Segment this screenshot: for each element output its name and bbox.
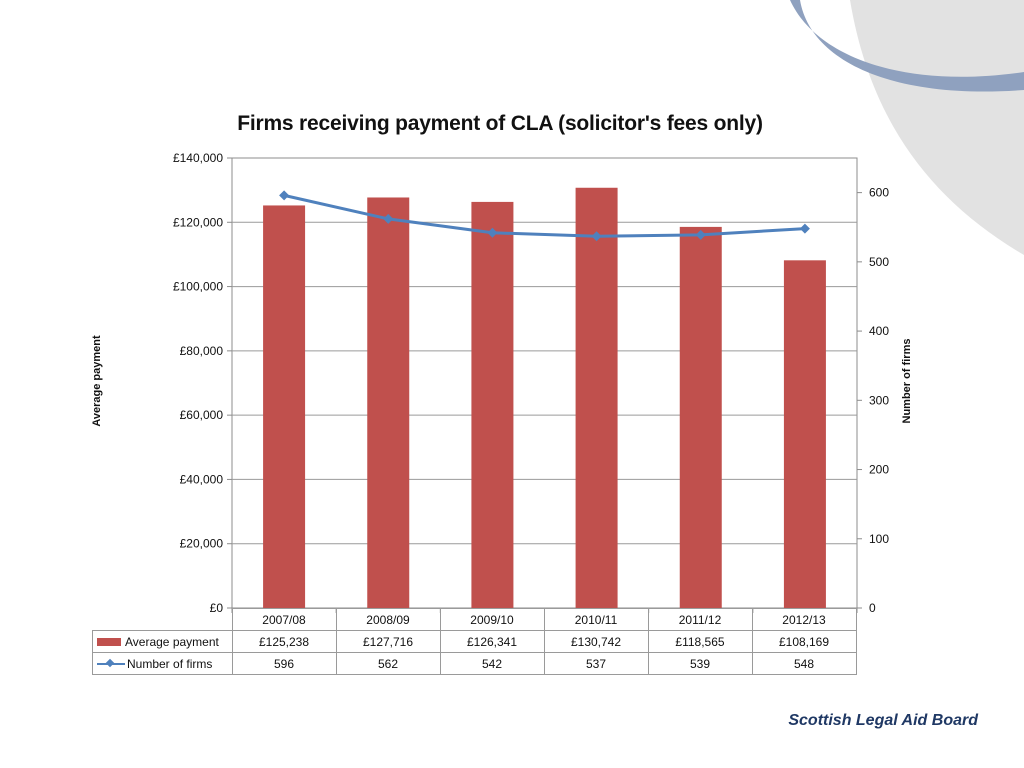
line-point: [279, 190, 290, 201]
data-label: 542: [439, 652, 545, 675]
y2-tick-label: 300: [869, 393, 889, 407]
series-line: [283, 193, 806, 238]
bar: [783, 260, 826, 608]
data-label: £130,742: [543, 630, 649, 653]
data-label: 562: [335, 652, 441, 675]
y2-tick-label: 100: [869, 532, 889, 546]
decorative-swoosh-grey: [850, 0, 1024, 255]
legend-label: Number of firms: [127, 656, 213, 671]
category-label: 2012/13: [751, 608, 857, 631]
category-label: 2009/10: [439, 608, 545, 631]
plot-frame: [231, 157, 858, 609]
bar-swatch: [97, 638, 121, 647]
bar: [471, 201, 514, 608]
y-tick-label: £120,000: [173, 215, 223, 229]
table-corner-cell: [92, 608, 233, 631]
data-label: £108,169: [751, 630, 857, 653]
line-point: [383, 213, 394, 224]
y-tick-label: £20,000: [180, 537, 224, 551]
bar: [679, 226, 722, 609]
y-tick-label: £60,000: [180, 408, 224, 422]
data-label: £118,565: [647, 630, 753, 653]
line-series: [279, 190, 810, 242]
grid-lines: [227, 157, 862, 613]
y-tick-label: £140,000: [173, 151, 223, 165]
line-point: [695, 229, 706, 240]
footer-brand: Scottish Legal Aid Board: [788, 712, 978, 729]
data-label: £127,716: [335, 630, 441, 653]
y2-tick-label: 500: [869, 255, 889, 269]
table-row: Number of firms 596 562 542 537 539 548: [92, 652, 857, 675]
y-axis-label: Average payment: [91, 335, 103, 427]
line-point: [799, 223, 810, 234]
y-tick-label: £100,000: [173, 280, 223, 294]
data-label: £125,238: [231, 630, 337, 653]
legend-entry-average-payment: Average payment: [92, 630, 233, 653]
table-row: Average payment £125,238 £127,716 £126,3…: [92, 630, 857, 653]
category-label: 2011/12: [647, 608, 753, 631]
bar: [367, 197, 410, 608]
y2-tick-label: 600: [869, 186, 889, 200]
bar: [575, 187, 618, 608]
data-label: 539: [647, 652, 753, 675]
legend-label: Average payment: [125, 634, 219, 649]
y-tick-label: £80,000: [180, 344, 224, 358]
bar: [263, 205, 306, 608]
y2-axis-label: Number of firms: [901, 338, 913, 424]
category-label: 2007/08: [231, 608, 337, 631]
data-label: 537: [543, 652, 649, 675]
y2-tick-label: 0: [869, 601, 876, 615]
y2-tick-label: 200: [869, 463, 889, 477]
y2-tick-label: 400: [869, 324, 889, 338]
legend-entry-number-of-firms: Number of firms: [92, 652, 233, 675]
tick-labels: £0£20,000£40,000£60,000£80,000£100,000£1…: [173, 151, 889, 615]
line-point: [591, 231, 602, 242]
decorative-swoosh-blue: [790, 0, 1024, 92]
y-tick-label: £40,000: [180, 472, 224, 486]
data-label: 548: [751, 652, 857, 675]
category-label: 2010/11: [543, 608, 649, 631]
data-label: £126,341: [439, 630, 545, 653]
line-swatch: [97, 659, 125, 669]
bar-series: [263, 187, 826, 609]
chart-title: Firms receiving payment of CLA (solicito…: [237, 112, 763, 135]
data-label: 596: [231, 652, 337, 675]
category-label: 2008/09: [335, 608, 441, 631]
data-table: 2007/08 2008/09 2009/10 2010/11 2011/12 …: [92, 608, 857, 675]
table-header-row: 2007/08 2008/09 2009/10 2010/11 2011/12 …: [92, 608, 857, 631]
line-point: [487, 227, 498, 238]
